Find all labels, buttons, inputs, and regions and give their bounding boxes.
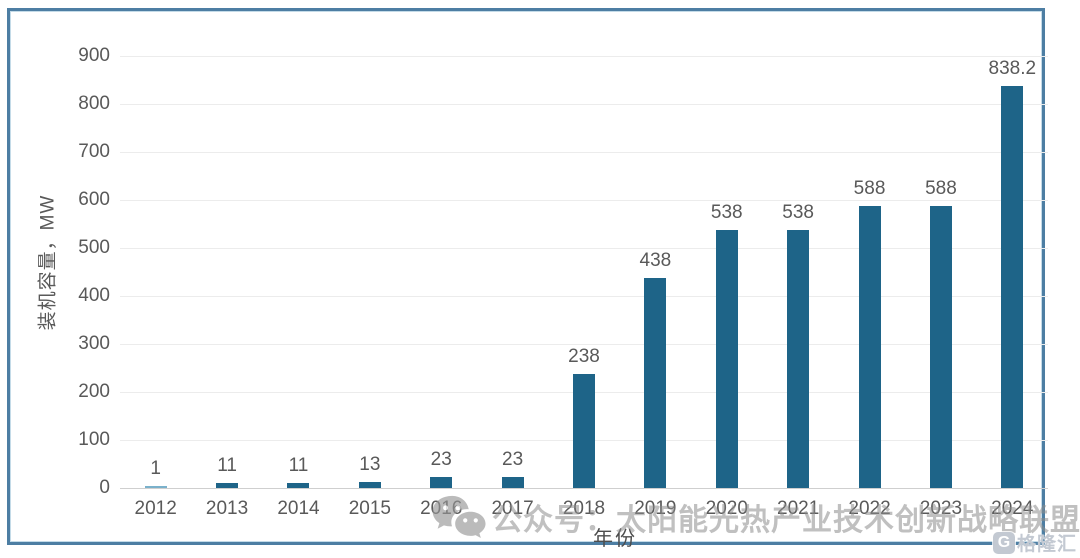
- chart-frame: 装机容量，MW 1 11 11 13 23 23 238 438 538 538 588 588 838…: [7, 8, 1048, 550]
- x-tick-label-2018: 2018: [562, 498, 606, 519]
- y-tick-label-0: 0: [99, 477, 110, 498]
- x-tick-label-2021: 2021: [777, 498, 820, 519]
- bar-value-label-2017: 23: [502, 448, 524, 470]
- bar-2023: [929, 205, 952, 488]
- bar-value-label-2020: 538: [710, 201, 743, 223]
- bar-2012: [144, 486, 167, 488]
- x-tick-label-2024: 2024: [991, 498, 1034, 519]
- bar-value-label-2015: 13: [359, 453, 381, 475]
- x-tick-label-2012: 2012: [134, 498, 177, 519]
- brand-logo: G 格隆汇: [992, 529, 1077, 556]
- x-tick-label-2013: 2013: [205, 498, 249, 519]
- bar-2017: [501, 476, 524, 488]
- gridline-400: [120, 296, 1048, 297]
- x-tick-label-2017: 2017: [491, 498, 534, 519]
- bar-2016: [430, 476, 453, 488]
- brand-logo-text: 格隆汇: [1016, 534, 1077, 555]
- x-tick-label-2023: 2023: [919, 498, 963, 519]
- y-tick-label-600: 600: [78, 189, 110, 210]
- gridline-500: [120, 248, 1048, 249]
- y-tick-label-100: 100: [78, 429, 110, 450]
- bar-value-label-2016: 23: [430, 448, 452, 470]
- bar-value-label-2012: 1: [150, 458, 161, 479]
- bar-2020: [715, 229, 738, 488]
- x-tick-label-2016: 2016: [420, 498, 463, 519]
- bar-value-label-2024: 838.2: [988, 57, 1037, 79]
- y-tick-label-500: 500: [78, 237, 110, 258]
- y-tick-label-900: 900: [78, 45, 110, 66]
- gridline-300: [120, 344, 1048, 345]
- bar-value-label-2013: 11: [217, 454, 237, 476]
- y-tick-label-300: 300: [78, 333, 110, 354]
- bar-value-label-2019: 438: [639, 249, 672, 271]
- bar-2024: [1001, 85, 1024, 488]
- x-tick-label-2022: 2022: [848, 498, 891, 519]
- bar-2013: [216, 482, 239, 488]
- x-axis-line: [120, 488, 1048, 489]
- y-tick-label-200: 200: [78, 381, 110, 402]
- bar-2015: [358, 481, 381, 488]
- gridline-800: [120, 104, 1048, 105]
- x-tick-label-2014: 2014: [277, 498, 320, 519]
- gridline-600: [120, 200, 1048, 201]
- y-tick-label-800: 800: [78, 93, 110, 114]
- bar-value-label-2021: 538: [782, 201, 814, 223]
- brand-logo-icon: G: [992, 531, 1015, 554]
- x-tick-label-2020: 2020: [705, 498, 748, 519]
- x-tick-label-2019: 2019: [634, 498, 677, 519]
- y-tick-label-700: 700: [78, 141, 110, 162]
- bar-2018: [573, 373, 595, 488]
- plot-area: 1 11 11 13 23 23 238 438 538 538 588 588 838.2: [120, 56, 1048, 489]
- gridline-700: [120, 152, 1048, 153]
- bar-2022: [858, 205, 881, 488]
- bar-value-label-2022: 588: [853, 177, 886, 199]
- gridline-900: [120, 56, 1048, 57]
- y-axis-title: 装机容量，MW: [37, 194, 59, 331]
- x-tick-label-2015: 2015: [348, 498, 391, 519]
- bar-value-label-2018: 238: [568, 345, 600, 367]
- x-axis-title: 年份: [593, 528, 637, 550]
- bar-2019: [644, 277, 667, 488]
- bar-2014: [287, 482, 310, 488]
- bar-value-label-2014: 11: [288, 454, 309, 476]
- bar-2021: [787, 229, 810, 488]
- bar-value-label-2023: 588: [925, 177, 957, 199]
- y-tick-label-400: 400: [78, 285, 110, 306]
